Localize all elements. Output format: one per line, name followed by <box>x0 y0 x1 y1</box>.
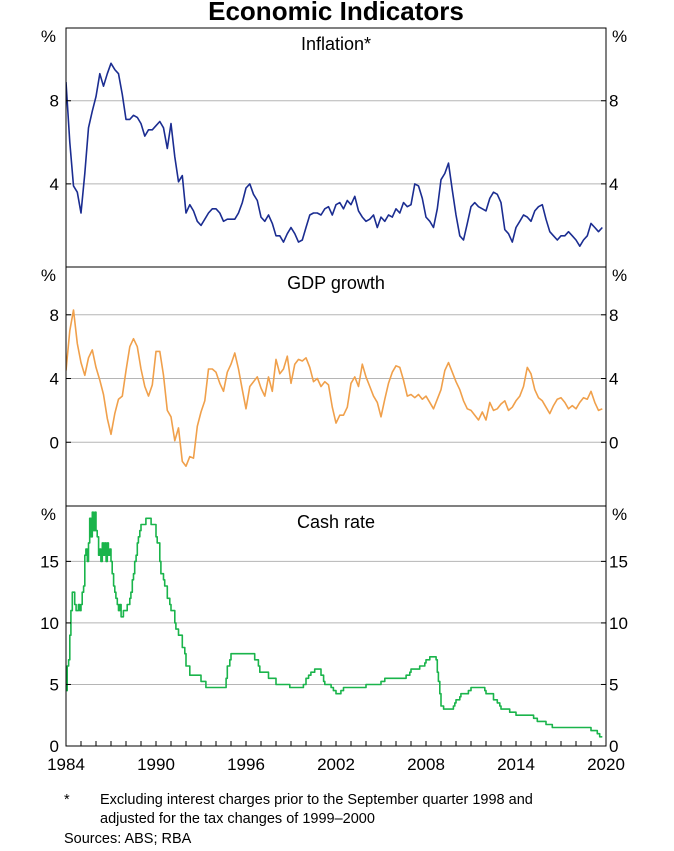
gdp-ytick-right-8: 8 <box>609 306 618 325</box>
cash-panel-title: Cash rate <box>297 512 375 532</box>
gdp-ytick-left-0: 0 <box>50 433 59 452</box>
cash-ytick-right-5: 5 <box>609 675 618 694</box>
gdp-panel-title: GDP growth <box>287 273 385 293</box>
cash-unit-right: % <box>612 505 627 524</box>
inflation-frame <box>65 27 607 268</box>
chart-title: Economic Indicators <box>208 0 464 26</box>
gdp-ytick-right-4: 4 <box>609 370 618 389</box>
footnote-line-2: adjusted for the tax changes of 1999–200… <box>100 811 375 827</box>
cash-ytick-left-10: 10 <box>40 614 59 633</box>
cash-ytick-left-0: 0 <box>50 737 59 756</box>
inflation-panel-title: Inflation* <box>301 34 371 54</box>
x-axis: 1984 1990 1996 2002 2008 2014 2020 <box>47 741 625 774</box>
x-tick-label-2008: 2008 <box>407 755 445 774</box>
cash-ytick-left-5: 5 <box>50 675 59 694</box>
x-tick-label-1990: 1990 <box>137 755 175 774</box>
inflation-ytick-left-8: 8 <box>50 92 59 111</box>
cash-unit-left: % <box>41 505 56 524</box>
x-tick-label-1996: 1996 <box>227 755 265 774</box>
gdp-unit-right: % <box>612 266 627 285</box>
inflation-unit-right: % <box>612 27 627 46</box>
footnote-marker: * <box>64 792 70 808</box>
cash-frame <box>65 505 607 747</box>
gdp-ytick-left-4: 4 <box>50 370 59 389</box>
inflation-panel: Inflation*% % 4 4 8 8 <box>41 27 627 268</box>
gdp-frame <box>65 266 607 507</box>
x-tick-label-2020: 2020 <box>587 755 625 774</box>
inflation-unit-left: % <box>41 27 56 46</box>
cash-panel: Cash rate% % 0 0 5 5 10 10 15 15 <box>40 505 628 756</box>
cash-ytick-right-10: 10 <box>609 614 628 633</box>
gdp-series-line <box>66 309 603 467</box>
cash-ytick-left-15: 15 <box>40 552 59 571</box>
inflation-ytick-right-4: 4 <box>609 175 618 194</box>
inflation-series-line <box>66 62 603 247</box>
chart-panels: Inflation*% % 4 4 8 8 GDP growth% % 0 0 4 4 8 8 Cash r… <box>40 27 628 756</box>
cash-ytick-right-0: 0 <box>609 737 618 756</box>
sources-note: Sources: ABS; RBA <box>64 831 192 847</box>
x-tick-label-2014: 2014 <box>497 755 535 774</box>
gdp-unit-left: % <box>41 266 56 285</box>
gdp-panel: GDP growth% % 0 0 4 4 8 8 <box>41 266 627 507</box>
gdp-ytick-right-0: 0 <box>609 433 618 452</box>
x-tick-label-2002: 2002 <box>317 755 355 774</box>
cash-ytick-right-15: 15 <box>609 552 628 571</box>
footnote-line-1: Excluding interest charges prior to the … <box>100 792 533 808</box>
cash-series-line <box>66 511 603 738</box>
x-tick-label-1984: 1984 <box>47 755 85 774</box>
inflation-ytick-left-4: 4 <box>50 175 59 194</box>
inflation-ytick-right-8: 8 <box>609 92 618 111</box>
gdp-ytick-left-8: 8 <box>50 306 59 325</box>
